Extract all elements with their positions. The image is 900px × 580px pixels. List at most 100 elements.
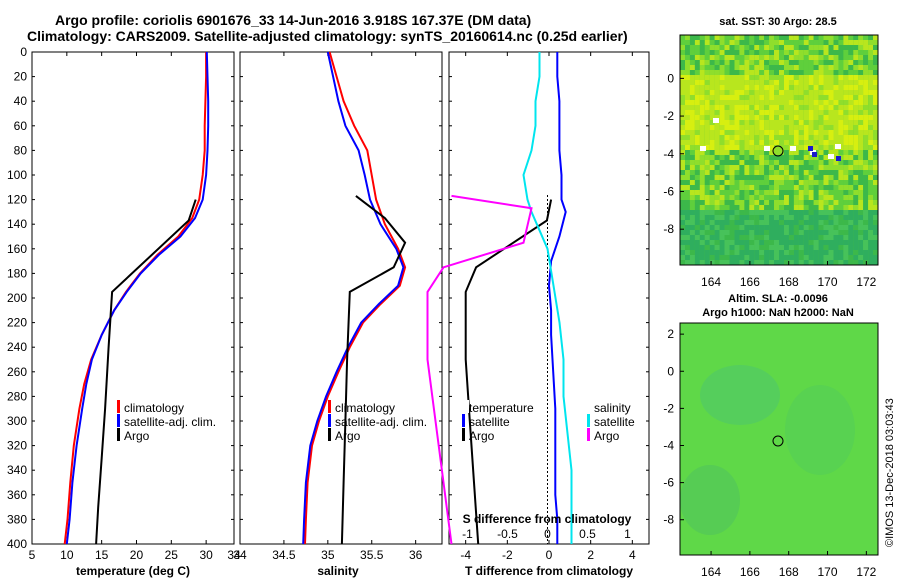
x2-tick-label: 0.5 — [579, 527, 596, 541]
sst-cell — [808, 215, 814, 221]
sst-cell — [858, 215, 864, 221]
sst-cell — [833, 215, 839, 221]
sst-cell — [769, 195, 775, 201]
sst-cell — [769, 160, 775, 166]
series-line-temperature-argo — [464, 199, 553, 545]
sst-cell — [734, 240, 740, 246]
x-tick-label: 15 — [95, 548, 109, 562]
sst-cell — [719, 190, 725, 196]
sst-cell — [788, 155, 794, 161]
sst-cell — [848, 195, 854, 201]
sst-cell — [734, 105, 740, 111]
sst-cell — [793, 115, 799, 121]
sst-cell — [734, 155, 740, 161]
sst-cell — [858, 70, 864, 76]
sst-cell — [734, 100, 740, 106]
sst-cell — [759, 205, 765, 211]
sst-cell — [699, 155, 705, 161]
sst-missing-cell — [713, 118, 719, 123]
sst-cell — [729, 200, 735, 206]
sst-cell — [828, 120, 834, 126]
sst-cell — [833, 55, 839, 61]
sst-cell — [858, 170, 864, 176]
sst-cell — [699, 100, 705, 106]
sst-cell — [744, 125, 750, 131]
sst-cell — [734, 55, 740, 61]
sst-cell — [779, 200, 784, 206]
sst-cell — [714, 185, 720, 191]
sst-cell — [873, 110, 878, 116]
sst-cell — [694, 85, 700, 91]
sst-cell — [769, 200, 775, 206]
sst-cell — [699, 250, 705, 256]
sst-cell — [863, 145, 869, 151]
sst-cell — [699, 190, 705, 196]
sst-cell — [689, 90, 695, 96]
sst-cell — [704, 65, 710, 71]
sst-cell — [744, 45, 750, 51]
sst-cell — [694, 165, 700, 171]
legend-swatch-sat — [117, 414, 120, 427]
sst-cell — [868, 250, 874, 256]
sst-cell — [858, 105, 864, 111]
sst-cell — [749, 60, 755, 66]
sst-cell — [873, 135, 878, 141]
sst-cell — [868, 165, 874, 171]
sst-cell — [704, 210, 710, 216]
sst-cell — [858, 75, 864, 81]
sst-cell — [863, 45, 869, 51]
x-tick-label: 34 — [233, 548, 247, 562]
sst-cell — [769, 180, 775, 186]
sst-cell — [779, 65, 784, 71]
sst-cell — [873, 50, 878, 56]
map-x-tick-label: 168 — [779, 275, 799, 289]
sst-cell — [798, 120, 804, 126]
sst-cell — [724, 160, 730, 166]
sst-cell — [739, 135, 745, 141]
sst-cell — [734, 170, 740, 176]
x2-tick-label: 0 — [544, 527, 551, 541]
sst-cell — [754, 230, 760, 236]
sst-cell — [685, 120, 690, 126]
sst-cell — [699, 165, 705, 171]
sst-cell — [868, 195, 874, 201]
sst-cell — [858, 205, 864, 211]
x2-tick-label: 1 — [624, 527, 631, 541]
sst-cell — [858, 240, 864, 246]
sst-cell — [744, 150, 750, 156]
sst-cell — [788, 210, 794, 216]
sst-cell — [823, 215, 829, 221]
sst-cell — [714, 175, 720, 181]
sst-cell — [868, 170, 874, 176]
sst-cell — [828, 215, 834, 221]
sst-cell — [744, 155, 750, 161]
sst-cell — [729, 65, 735, 71]
sst-cell — [769, 60, 775, 66]
sst-cell — [734, 180, 740, 186]
sst-cell — [739, 235, 745, 241]
sst-cell — [788, 240, 794, 246]
sst-cell — [813, 160, 819, 166]
sst-cell — [873, 175, 878, 181]
sst-cell — [803, 260, 809, 266]
x-tick-label: -4 — [460, 548, 471, 562]
sst-cell — [759, 225, 765, 231]
sst-cell — [769, 120, 775, 126]
sst-cell — [719, 215, 725, 221]
sst-cell — [798, 85, 804, 91]
sst-cell — [793, 165, 799, 171]
sst-cell — [694, 75, 700, 81]
sst-cell — [714, 90, 720, 96]
sst-cell — [828, 100, 834, 106]
sst-cell — [779, 155, 784, 161]
sst-cell — [764, 180, 770, 186]
sst-cell — [719, 150, 725, 156]
sst-cell — [833, 240, 839, 246]
sst-cell — [848, 135, 854, 141]
sst-cell — [779, 170, 784, 176]
sst-cell — [729, 225, 735, 231]
sst-cell — [838, 80, 844, 86]
sst-cell — [749, 80, 755, 86]
sst-cell — [729, 35, 735, 41]
